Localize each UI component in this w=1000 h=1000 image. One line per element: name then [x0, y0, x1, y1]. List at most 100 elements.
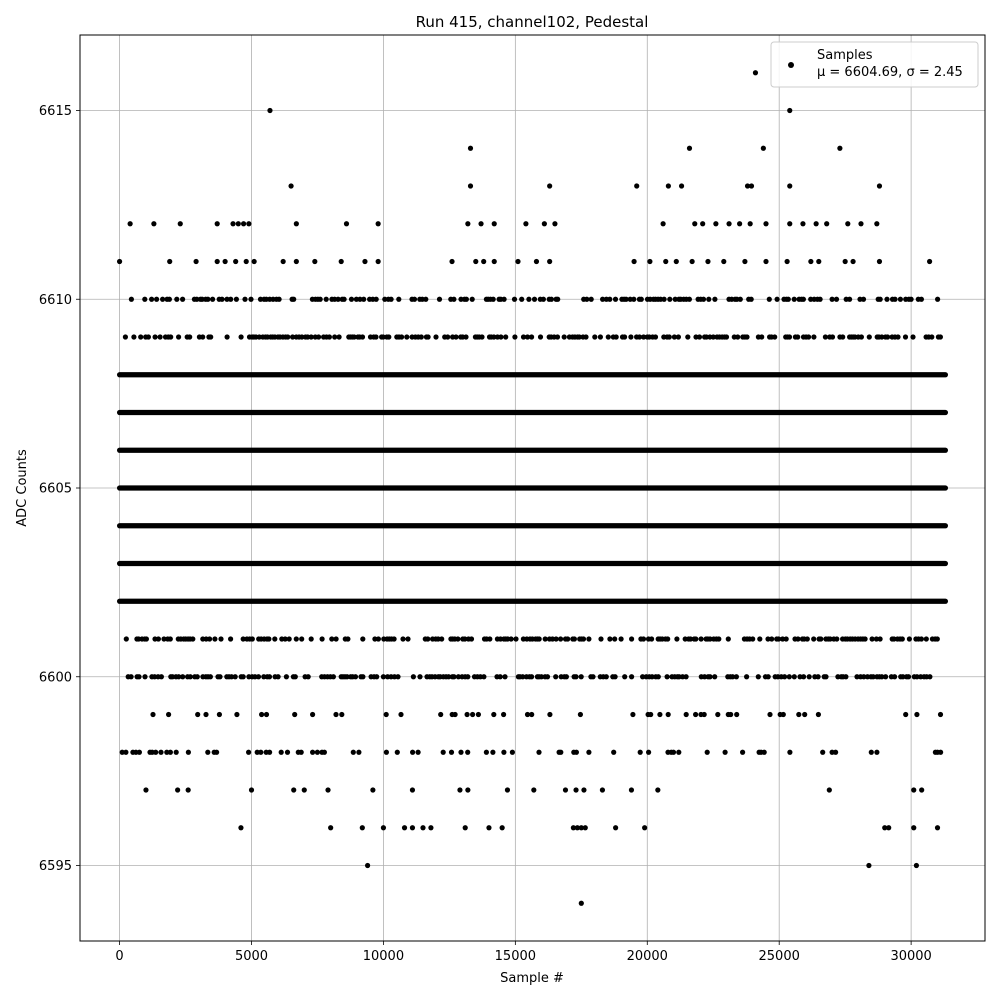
sample-point [537, 334, 544, 340]
sample-point [361, 296, 367, 302]
sample-point [374, 674, 380, 680]
sample-point [524, 711, 531, 718]
sample-point [499, 825, 505, 831]
sample-point [176, 674, 182, 680]
sample-point [153, 749, 159, 755]
sample-point [866, 862, 872, 869]
sample-point [926, 258, 933, 265]
sample-point [293, 258, 299, 265]
sample-point [523, 221, 529, 227]
sample-point [235, 221, 241, 227]
sample-point [815, 674, 821, 680]
sample-point [370, 787, 376, 793]
sample-point [647, 258, 653, 265]
sample-point [157, 334, 163, 340]
sample-point [552, 221, 558, 227]
sample-point [726, 221, 732, 227]
sample-point [673, 258, 679, 265]
sample-point [765, 674, 771, 680]
sample-point [242, 296, 248, 302]
sample-point [783, 636, 789, 642]
sample-point [618, 636, 624, 642]
sample-point [380, 825, 387, 831]
sample-point [519, 296, 525, 302]
sample-point [840, 334, 846, 340]
sample-point [187, 674, 193, 680]
sample-point [323, 296, 329, 302]
sample-point [180, 296, 186, 302]
sample-point [806, 674, 812, 680]
sample-point [515, 258, 521, 265]
sample-point [784, 258, 790, 265]
x-axis-ticks: 0 5000 10000 15000 20000 25000 30000 [115, 941, 932, 964]
sample-point [869, 636, 875, 642]
sample-point [529, 334, 535, 340]
sample-point [218, 636, 224, 642]
sample-point [649, 674, 655, 680]
x-tick-label: 15000 [495, 949, 536, 964]
sample-point [634, 183, 640, 189]
sample-point [845, 221, 851, 227]
sample-point [744, 674, 750, 680]
sample-point [222, 258, 228, 265]
sample-point [285, 334, 291, 340]
sample-point [759, 334, 765, 340]
sample-point [600, 296, 606, 302]
sample-point [686, 296, 693, 302]
sample-point [158, 749, 164, 755]
sample-point [504, 787, 511, 793]
sample-point [290, 334, 296, 340]
sample-point [267, 749, 273, 755]
y-tick-label: 6615 [39, 104, 72, 119]
sample-point [721, 258, 727, 265]
sample-point [491, 258, 497, 265]
sample-point [276, 296, 282, 302]
sample-point [446, 674, 452, 680]
sample-point [722, 749, 728, 755]
sample-point [652, 334, 659, 340]
sample-point [193, 258, 199, 265]
sample-point [802, 711, 808, 718]
sample-point [420, 825, 426, 831]
sample-point [464, 711, 470, 718]
sample-point [842, 258, 848, 265]
sample-point [544, 674, 551, 680]
sample-point [813, 221, 819, 227]
sample-point [712, 296, 718, 302]
sample-point [854, 674, 860, 680]
sample-point [168, 334, 174, 340]
sample-point [808, 258, 814, 265]
sample-point [329, 636, 335, 642]
sample-point [224, 334, 230, 340]
sample-point [332, 334, 338, 340]
sample-point [706, 296, 712, 302]
sample-point [671, 334, 678, 340]
sample-point [818, 636, 824, 642]
sample-point [713, 221, 719, 227]
sample-point [927, 674, 933, 680]
sample-point [902, 334, 909, 340]
sample-point [877, 296, 883, 302]
sample-point [207, 636, 213, 642]
sample-point [701, 711, 707, 718]
sample-point [892, 296, 898, 302]
sample-point [526, 296, 532, 302]
sample-point [415, 749, 421, 755]
sample-point [210, 296, 216, 302]
sample-point [787, 183, 793, 189]
sample-point [344, 674, 350, 680]
sample-point [611, 749, 617, 755]
sample-point [630, 711, 636, 718]
sample-point [465, 221, 471, 227]
sample-point [882, 825, 888, 831]
sample-point [908, 296, 914, 302]
sample-point [396, 296, 402, 302]
sample-point [258, 749, 264, 755]
sample-point [266, 674, 273, 680]
sample-point [796, 711, 802, 718]
sample-point [599, 787, 606, 793]
sample-point [665, 636, 671, 642]
sample-point [547, 183, 553, 189]
sample-point [293, 636, 299, 642]
